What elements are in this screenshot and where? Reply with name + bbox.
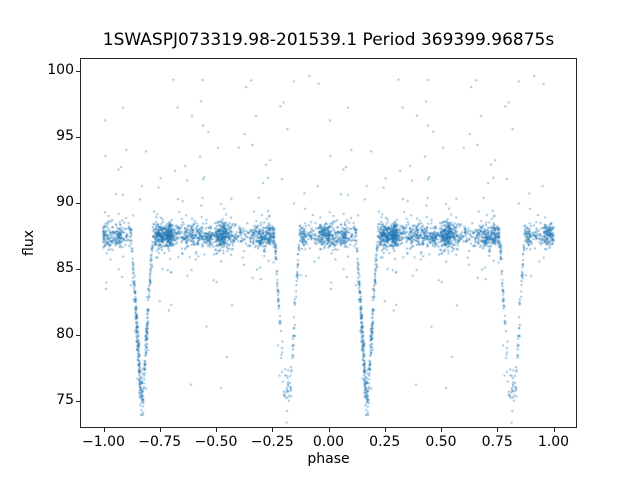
x-tick-label: −1.00 xyxy=(82,434,125,450)
y-tick-label: 85 xyxy=(56,259,74,276)
x-tick-label: −0.25 xyxy=(250,434,294,450)
y-axis-label: flux xyxy=(21,230,37,256)
x-tick-mark xyxy=(103,428,105,432)
scatter-points-canvas xyxy=(81,59,576,427)
y-tick-mark xyxy=(76,202,80,204)
y-tick-mark xyxy=(76,334,80,336)
y-tick-label: 100 xyxy=(47,61,74,78)
y-tick-label: 75 xyxy=(56,391,74,408)
y-tick-mark xyxy=(76,268,80,270)
x-tick-label: 0.00 xyxy=(312,434,345,450)
x-tick-mark xyxy=(159,428,161,432)
y-tick-mark xyxy=(76,400,80,402)
x-axis-label: phase xyxy=(307,451,350,467)
y-tick-mark xyxy=(76,136,80,138)
x-tick-label: 0.50 xyxy=(425,434,457,450)
plot-area xyxy=(80,58,577,428)
x-tick-mark xyxy=(497,428,499,432)
x-tick-label: 0.25 xyxy=(369,434,401,450)
x-tick-mark xyxy=(272,428,274,432)
x-tick-mark xyxy=(384,428,386,432)
y-tick-mark xyxy=(76,70,80,72)
x-tick-label: −0.75 xyxy=(138,434,182,450)
x-tick-mark xyxy=(216,428,217,432)
y-tick-label: 80 xyxy=(56,325,74,342)
x-tick-label: 1.00 xyxy=(537,434,570,450)
x-tick-label: −0.50 xyxy=(194,434,238,450)
x-tick-mark xyxy=(441,428,442,432)
chart-title: 1SWASPJ073319.98-201539.1 Period 369399.… xyxy=(102,30,555,50)
x-tick-mark xyxy=(553,428,555,432)
x-tick-label: 0.75 xyxy=(481,434,513,450)
y-tick-label: 90 xyxy=(56,193,74,210)
x-tick-mark xyxy=(328,428,330,432)
y-tick-label: 95 xyxy=(56,127,74,144)
